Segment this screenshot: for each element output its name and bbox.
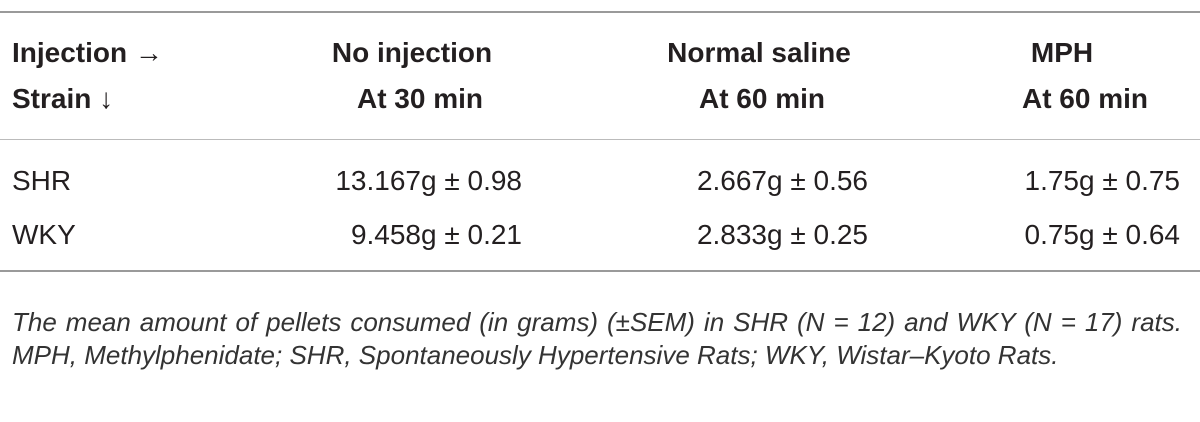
table-cell: 0.75g ± 0.64 [1024, 219, 1181, 250]
header-cell: MPH [1030, 37, 1094, 68]
table-cell: 2.667g ± 0.56 [696, 165, 868, 196]
bottom-rule [0, 270, 1200, 272]
header-cell: At 60 min [1021, 83, 1149, 114]
header-cell: Normal saline [667, 37, 851, 68]
table-caption: The mean amount of pellets consumed (in … [12, 307, 1182, 370]
header-rule [0, 139, 1200, 140]
table-cell: 2.833g ± 0.25 [696, 219, 868, 250]
header-cell: Injection → [12, 37, 163, 68]
header-cell: No injection [331, 37, 493, 68]
table-cell: 9.458g ± 0.21 [350, 219, 522, 250]
header-cell: At 30 min [356, 83, 484, 114]
header-cell: At 60 min [698, 83, 826, 114]
top-rule [0, 11, 1200, 13]
table-cell: 1.75g ± 0.75 [1024, 165, 1181, 196]
header-cell: Strain ↓ [12, 83, 114, 114]
row-label: SHR [12, 165, 72, 196]
table-cell: 13.167g ± 0.98 [335, 165, 522, 196]
row-label: WKY [12, 219, 76, 250]
